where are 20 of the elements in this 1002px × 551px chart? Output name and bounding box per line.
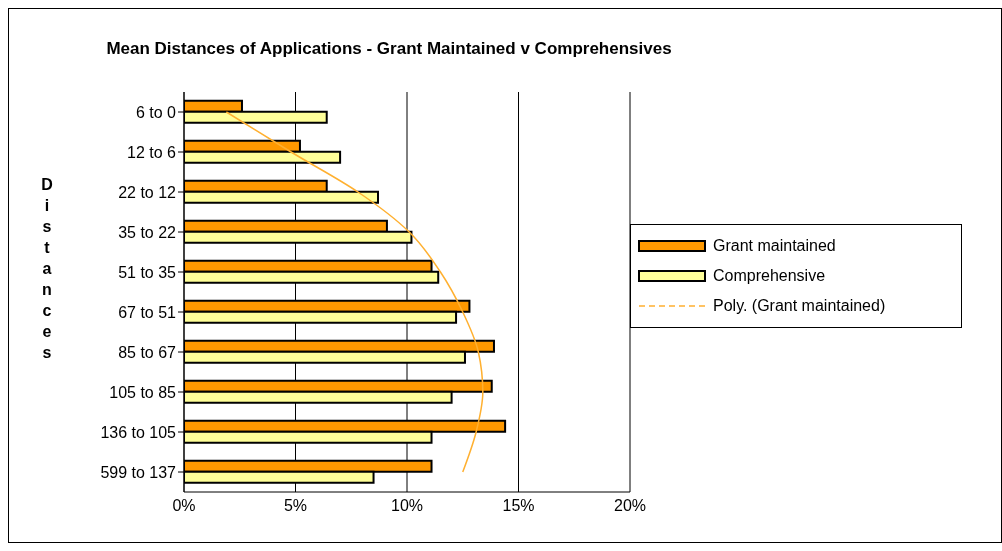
y-tick-label: 136 to 105 bbox=[100, 423, 177, 441]
chart-title: Mean Distances of Applications - Grant Maintained v Comprehensives bbox=[105, 39, 673, 59]
y-tick-label: 22 to 12 bbox=[118, 183, 177, 201]
y-tick-label: 51 to 35 bbox=[118, 263, 177, 281]
y-tick-label: 599 to 137 bbox=[100, 463, 177, 481]
y-tick-label: 85 to 67 bbox=[118, 343, 177, 361]
text: Distances bbox=[41, 176, 53, 361]
y-tick-label: 35 to 22 bbox=[118, 223, 177, 241]
y-tick-label: 12 to 6 bbox=[127, 143, 177, 161]
x-tick-label: 15% bbox=[502, 497, 535, 515]
y-tick-label: 67 to 51 bbox=[118, 303, 177, 321]
x-tick-label: 0% bbox=[172, 497, 196, 515]
x-tick-label: 20% bbox=[613, 497, 647, 515]
y-tick-label: 6 to 0 bbox=[135, 103, 177, 121]
x-tick-label: 10% bbox=[390, 497, 424, 515]
legend-label: Poly. (Grant maintained) bbox=[713, 296, 886, 315]
x-tick-label: 5% bbox=[283, 497, 308, 515]
y-tick-label: 105 to 85 bbox=[109, 383, 177, 401]
legend-label: Comprehensive bbox=[713, 266, 826, 285]
legend-label: Grant maintained bbox=[713, 236, 836, 255]
